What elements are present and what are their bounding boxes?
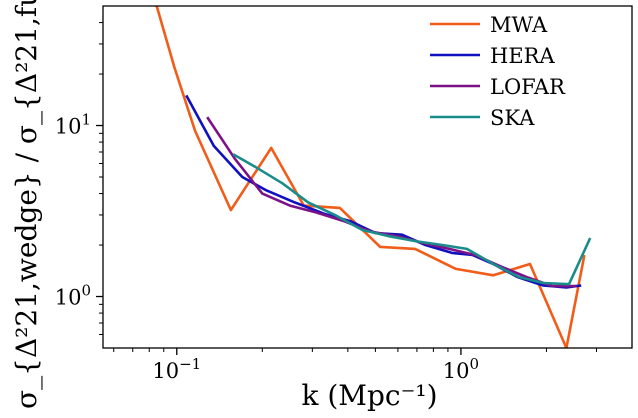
x-axis-label: k (Mpc⁻¹) xyxy=(302,379,438,412)
legend-label-ska: SKA xyxy=(490,106,535,130)
y-axis-label: σ_{Δ²21,wedge} / σ_{Δ²21,full} xyxy=(10,0,43,409)
x-tick-label: 10−1 xyxy=(152,355,201,383)
x-tick-label: 100 xyxy=(443,355,479,383)
series-line-ska xyxy=(232,153,592,286)
axis-ticks: 10−1 100 100 101 xyxy=(55,22,597,383)
legend-label-mwa: MWA xyxy=(490,13,548,37)
legend-label-lofar: LOFAR xyxy=(490,75,566,99)
y-tick-label: 101 xyxy=(55,111,91,139)
y-tick-label: 100 xyxy=(55,282,91,310)
plot-lines xyxy=(155,6,592,348)
legend: MWA HERA LOFAR SKA xyxy=(430,13,566,130)
legend-label-hera: HERA xyxy=(490,44,555,68)
series-line-lofar xyxy=(206,116,577,288)
